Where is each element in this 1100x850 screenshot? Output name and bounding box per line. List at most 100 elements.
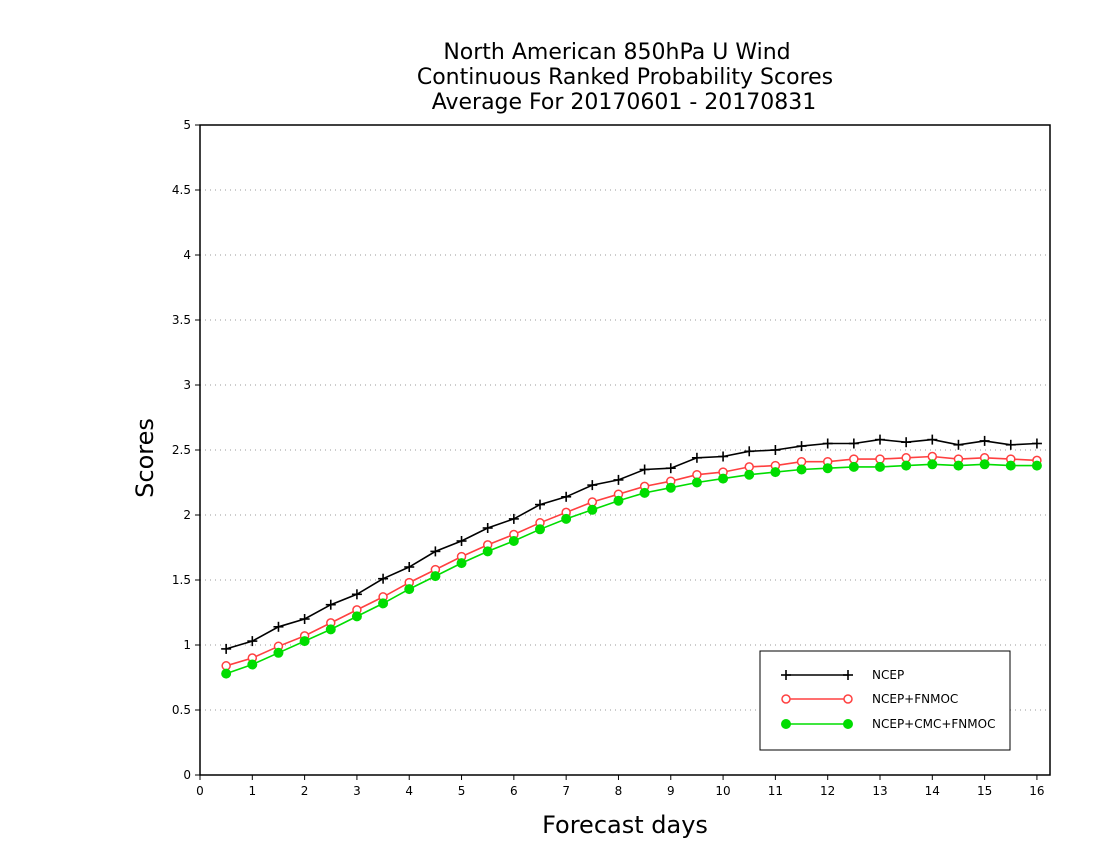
data-point — [456, 558, 467, 569]
data-point — [587, 480, 598, 491]
legend: NCEP NCEP+FNMOC NCEP+CMC+FNMOC — [759, 650, 1011, 751]
data-point — [561, 513, 572, 524]
data-point — [1031, 438, 1042, 449]
x-tick-label: 10 — [715, 784, 730, 798]
data-point — [691, 452, 702, 463]
data-point — [404, 562, 415, 572]
data-point — [691, 477, 702, 488]
data-point — [247, 659, 258, 670]
data-point — [299, 636, 310, 647]
title-line-2: Continuous Ranked Probability Scores — [417, 65, 833, 90]
data-point — [848, 461, 859, 472]
data-point — [613, 495, 624, 506]
data-point — [613, 474, 624, 485]
data-point — [508, 536, 519, 546]
data-point — [430, 571, 441, 582]
data-point — [639, 487, 650, 498]
series-2 — [221, 459, 1042, 679]
x-tick-label: 15 — [977, 784, 992, 798]
x-tick-label: 9 — [667, 784, 675, 798]
data-point — [744, 462, 754, 472]
data-point — [822, 438, 833, 449]
data-point — [1031, 460, 1042, 471]
legend-marker — [781, 719, 791, 729]
data-point — [587, 504, 598, 515]
legend-marker — [843, 670, 853, 680]
series-1 — [221, 451, 1042, 671]
x-tick-label: 16 — [1029, 784, 1044, 798]
data-point — [875, 461, 885, 472]
title-line-3: Average For 20170601 - 20170831 — [432, 90, 817, 115]
series-line — [225, 463, 1037, 675]
data-point — [508, 513, 519, 524]
legend-entry: NCEP — [781, 668, 904, 682]
x-tick-label: 2 — [301, 784, 309, 798]
data-point — [221, 668, 232, 679]
data-point — [796, 441, 807, 452]
chart-title: North American 850hPa U Wind Continuous … — [417, 40, 833, 115]
data-point — [796, 464, 807, 475]
legend-marker — [781, 670, 791, 680]
data-point — [247, 636, 258, 647]
y-tick-label: 0.5 — [172, 703, 191, 717]
data-point — [378, 573, 389, 584]
data-point — [875, 434, 885, 445]
x-tick-label: 1 — [248, 784, 256, 798]
series-line — [225, 438, 1037, 650]
data-point — [273, 621, 284, 632]
data-point — [901, 460, 912, 471]
data-point — [325, 599, 336, 610]
data-point — [404, 584, 415, 595]
legend-box — [759, 650, 1011, 751]
data-point — [1005, 460, 1016, 471]
x-tick-label: 0 — [196, 784, 204, 798]
y-tick-label: 3 — [183, 378, 191, 392]
x-axis-title: Forecast days — [542, 811, 708, 839]
axis-ticks: 00.511.522.533.544.550 1 2 3 4 5 6 7 8 9 10 11 12 13 1… — [172, 118, 1045, 798]
data-point — [744, 469, 755, 480]
data-point — [482, 546, 493, 557]
data-point — [561, 491, 572, 502]
x-tick-label: 6 — [510, 784, 518, 798]
legend-marker — [781, 694, 791, 704]
y-tick-label: 4.5 — [172, 183, 191, 197]
series-lines — [221, 434, 1042, 679]
legend-entry: NCEP+CMC+FNMOC — [781, 717, 995, 731]
data-point — [770, 467, 781, 478]
data-point — [822, 463, 833, 474]
data-point — [351, 589, 362, 600]
legend-entry: NCEP+FNMOC — [781, 692, 958, 706]
data-point — [979, 459, 990, 470]
gridlines — [200, 189, 1050, 711]
data-point — [744, 446, 755, 457]
data-point — [901, 453, 911, 463]
data-point — [718, 473, 729, 484]
data-point — [848, 438, 859, 449]
data-point — [927, 434, 938, 445]
y-tick-label: 5 — [183, 118, 191, 132]
data-point — [1005, 439, 1016, 450]
data-point — [430, 546, 441, 557]
legend-label: NCEP+CMC+FNMOC — [872, 717, 995, 731]
x-tick-label: 13 — [872, 784, 887, 798]
data-point — [325, 624, 336, 635]
x-tick-label: 14 — [925, 784, 940, 798]
data-point — [665, 482, 676, 493]
series-line — [225, 455, 1037, 667]
data-point — [665, 463, 676, 474]
series-0 — [221, 434, 1042, 654]
data-point — [351, 611, 362, 622]
y-tick-label: 4 — [183, 248, 191, 262]
data-point — [299, 614, 310, 624]
data-point — [456, 536, 467, 546]
data-point — [927, 459, 938, 470]
data-point — [901, 437, 912, 448]
data-point — [482, 523, 493, 533]
y-axis-title: Scores — [131, 418, 159, 498]
y-tick-label: 0 — [183, 768, 191, 782]
data-point — [221, 643, 232, 654]
x-tick-label: 12 — [820, 784, 835, 798]
legend-marker — [843, 719, 853, 729]
y-tick-label: 1 — [183, 638, 191, 652]
